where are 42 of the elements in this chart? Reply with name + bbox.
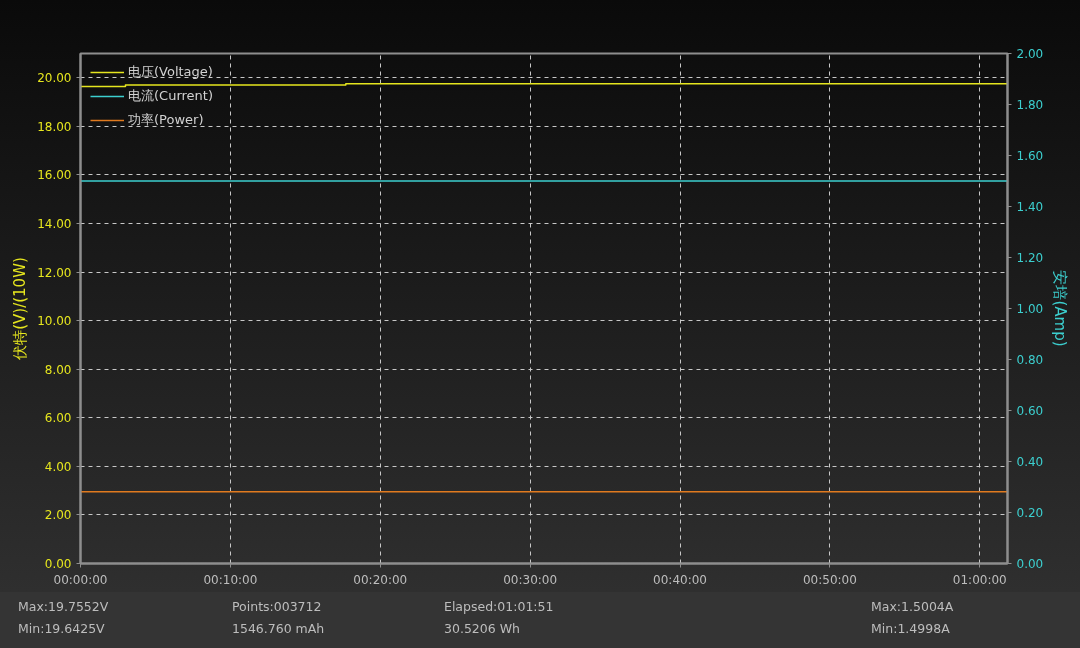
y-tick-label: 10.00 — [37, 314, 72, 329]
text: Max:1.5004A — [871, 598, 954, 616]
x-tick-label: 00:10:00 — [203, 572, 258, 587]
y-tick-label: 12.00 — [37, 265, 72, 280]
text: 30.5206 Wh — [444, 620, 520, 638]
y-tick-label: 18.00 — [37, 119, 72, 134]
text: Max:19.7552V — [18, 598, 109, 616]
x-tick-label: 00:30:00 — [503, 572, 558, 587]
text: 1546.760 mAh — [232, 620, 325, 638]
y2-tick-label: 0.00 — [1016, 557, 1044, 571]
y2-tick-label: 1.40 — [1016, 200, 1044, 214]
legend-label: 电流(Current) — [128, 87, 213, 105]
y-tick-label: 16.00 — [37, 168, 72, 183]
y2-tick-label: 1.80 — [1016, 98, 1044, 112]
y2-tick-label: 0.80 — [1016, 353, 1044, 367]
y2-tick-label: 0.60 — [1016, 404, 1044, 418]
x-tick-label: 00:40:00 — [653, 572, 707, 587]
text: Elapsed:01:01:51 — [444, 598, 554, 616]
text: Min:19.6425V — [18, 620, 105, 638]
x-tick-label: 00:20:00 — [353, 572, 408, 587]
y-tick-label: 2.00 — [44, 508, 72, 523]
y-tick-label: 4.00 — [44, 459, 72, 474]
text: Points:003712 — [232, 598, 322, 616]
y-axis-title: 伏特(V)/(10W) — [11, 257, 30, 360]
y-tick-label: 8.00 — [44, 362, 72, 377]
y-tick-label: 20.00 — [37, 71, 72, 86]
y2-axis-title: 安培(Amp) — [1051, 270, 1070, 347]
y2-tick-label: 0.40 — [1016, 455, 1044, 469]
y2-tick-label: 1.20 — [1016, 251, 1044, 265]
text: Min:1.4998A — [871, 620, 950, 638]
y2-tick-label: 2.00 — [1016, 47, 1044, 61]
y-tick-label: 6.00 — [44, 411, 72, 426]
y-tick-label: 14.00 — [37, 217, 72, 231]
legend-label: 功率(Power) — [128, 111, 204, 129]
y-tick-label: 0.00 — [44, 557, 72, 571]
legend-label: 电压(Voltage) — [128, 63, 213, 81]
x-tick-label: 00:50:00 — [802, 572, 857, 587]
y2-tick-label: 0.20 — [1016, 506, 1044, 520]
x-tick-label: 01:00:00 — [952, 572, 1007, 587]
y2-tick-label: 1.00 — [1016, 302, 1044, 316]
x-tick-label: 00:00:00 — [53, 572, 108, 587]
y2-tick-label: 1.60 — [1016, 149, 1044, 163]
